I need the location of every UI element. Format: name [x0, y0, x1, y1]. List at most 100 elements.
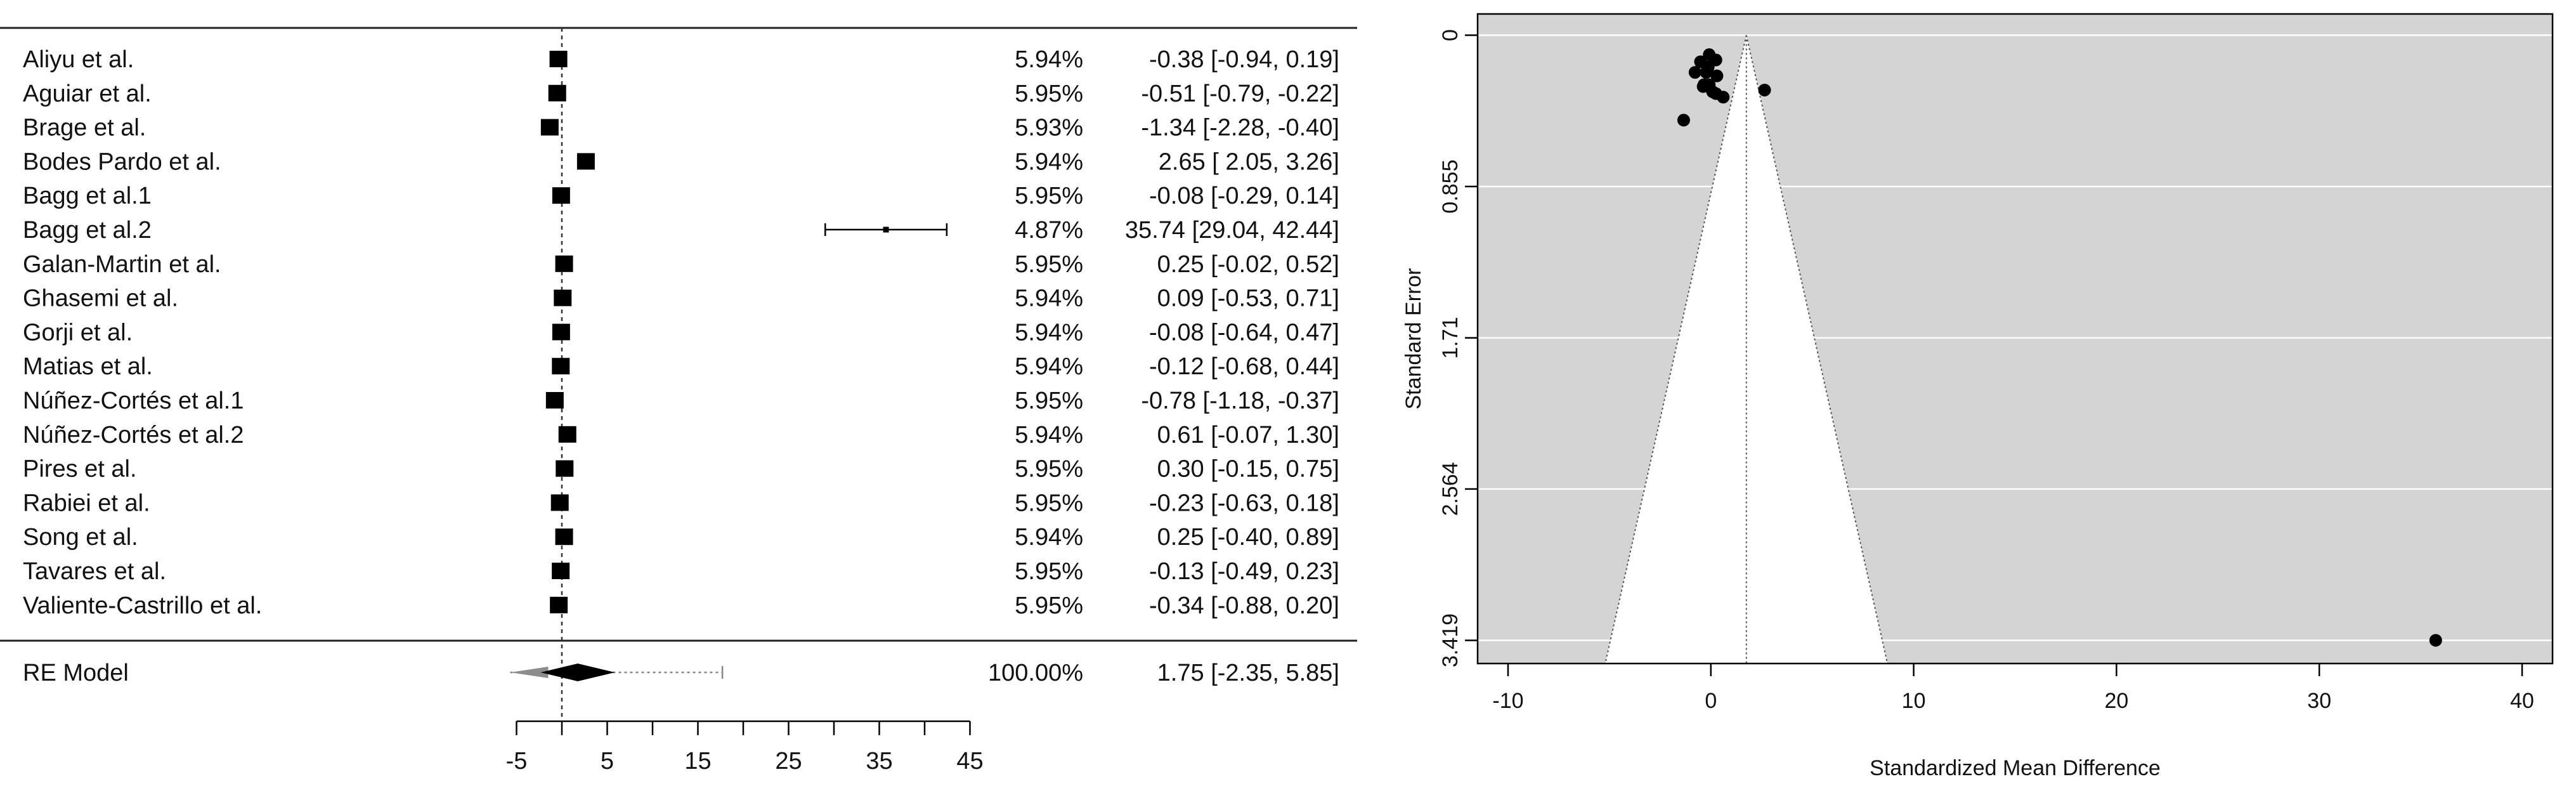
study-effect-ci: -0.13 [-0.49, 0.23] — [1149, 558, 1339, 585]
x-tick-label: 35 — [866, 748, 892, 775]
study-weight: 5.94% — [1015, 319, 1083, 346]
point-estimate — [576, 153, 595, 170]
data-point — [1701, 60, 1715, 74]
point-estimate — [555, 528, 573, 546]
point-estimate — [556, 460, 574, 477]
point-estimate — [558, 426, 576, 443]
summary-weight: 100.00% — [988, 660, 1083, 686]
study-label: Bagg et al.2 — [23, 217, 152, 244]
study-effect-ci: 2.65 [ 2.05, 3.26] — [1159, 148, 1339, 175]
study-row: Bodes Pardo et al. 5.94% 2.65 [ 2.05, 3.26… — [23, 148, 1339, 175]
study-row: Rabiei et al. 5.95% -0.23 [-0.63, 0.18] — [23, 490, 1339, 516]
study-effect-ci: -0.08 [-0.29, 0.14] — [1149, 183, 1339, 209]
x-tick-label: 10 — [1902, 689, 1926, 713]
study-effect-ci: -0.38 [-0.94, 0.19] — [1149, 46, 1339, 73]
study-row: Aguiar et al. 5.95% -0.51 [-0.79, -0.22] — [23, 81, 1339, 107]
summary-effect-ci: 1.75 [-2.35, 5.85] — [1157, 660, 1339, 686]
study-effect-ci: 0.25 [-0.02, 0.52] — [1157, 251, 1339, 278]
study-weight: 5.95% — [1015, 388, 1083, 414]
x-tick-label: 5 — [601, 748, 614, 775]
y-axis-label: Standard Error — [1402, 268, 1426, 410]
study-weight: 5.94% — [1015, 46, 1083, 73]
study-row: Bagg et al.1 5.95% -0.08 [-0.29, 0.14] — [23, 183, 1339, 209]
point-estimate — [552, 324, 570, 341]
data-point — [1758, 83, 1771, 96]
forest-plot: Aliyu et al. 5.94% -0.38 [-0.94, 0.19] Agui… — [0, 27, 1357, 775]
study-row: Aliyu et al. 5.94% -0.38 [-0.94, 0.19] — [23, 46, 1339, 73]
data-point — [1688, 66, 1701, 79]
summary-diamond — [540, 664, 615, 681]
funnel-left-edge — [1604, 35, 1747, 664]
study-weight: 5.95% — [1015, 592, 1083, 619]
study-label: Galan-Martin et al. — [23, 251, 221, 278]
data-point — [2429, 634, 2442, 647]
point-estimate — [552, 563, 570, 579]
point-estimate — [540, 119, 559, 136]
x-tick-label: -10 — [1492, 689, 1523, 713]
point-estimate — [548, 84, 566, 101]
point-estimate — [550, 596, 568, 613]
study-weight: 5.95% — [1015, 81, 1083, 107]
funnel-plot: -10 0 10 20 30 40 0 0.855 1.71 2.564 3.419 Standard… — [1402, 13, 2554, 780]
x-tick-label: 25 — [775, 748, 802, 775]
study-row: Pires et al. 5.95% 0.30 [-0.15, 0.75] — [23, 456, 1339, 483]
point-estimate — [552, 358, 570, 375]
data-point — [1709, 87, 1722, 100]
point-estimate — [883, 226, 889, 233]
data-point — [1697, 78, 1710, 91]
funnel-region — [1605, 35, 1888, 664]
y-tick-label: 1.71 — [1438, 317, 1462, 359]
x-tick-label: 40 — [2510, 689, 2534, 713]
study-row: Brage et al. 5.93% -1.34 [-2.28, -0.40] — [23, 115, 1339, 141]
summary-label: RE Model — [23, 660, 129, 686]
study-label: Rabiei et al. — [23, 490, 150, 516]
study-label: Aliyu et al. — [23, 46, 134, 73]
y-tick-label: 2.564 — [1438, 462, 1462, 516]
study-label: Brage et al. — [23, 115, 146, 141]
study-label: Núñez-Cortés et al.1 — [23, 388, 244, 414]
summary-row: RE Model 100.00% 1.75 [-2.35, 5.85] — [23, 660, 1339, 686]
data-point — [1710, 69, 1724, 82]
point-estimate — [549, 51, 568, 67]
study-weight: 5.94% — [1015, 422, 1083, 448]
point-estimate — [554, 289, 572, 306]
study-label: Aguiar et al. — [23, 81, 152, 107]
study-row: Ghasemi et al. 5.94% 0.09 [-0.53, 0.71] — [23, 285, 1339, 312]
data-point — [1677, 114, 1690, 127]
x-tick-label: 45 — [956, 748, 983, 775]
study-effect-ci: 0.61 [-0.07, 1.30] — [1157, 422, 1339, 448]
y-tick-label: 0.855 — [1438, 159, 1462, 213]
study-row: Song et al. 5.94% 0.25 [-0.40, 0.89] — [23, 524, 1339, 551]
study-effect-ci: 35.74 [29.04, 42.44] — [1125, 217, 1339, 244]
study-row: Gorji et al. 5.94% -0.08 [-0.64, 0.47] — [23, 319, 1339, 346]
study-weight: 5.94% — [1015, 353, 1083, 380]
funnel-right-edge — [1745, 35, 1889, 664]
study-label: Tavares et al. — [23, 558, 166, 585]
x-tick-label: 0 — [1705, 689, 1717, 713]
study-row: Valiente-Castrillo et al. 5.95% -0.34 [-0.… — [23, 592, 1339, 619]
study-weight: 5.93% — [1015, 115, 1083, 141]
study-label: Núñez-Cortés et al.2 — [23, 422, 244, 448]
x-tick-label: 15 — [684, 748, 711, 775]
study-label: Bagg et al.1 — [23, 183, 152, 209]
study-weight: 5.95% — [1015, 558, 1083, 585]
study-row: Bagg et al.2 4.87% 35.74 [29.04, 42.44] — [23, 217, 1339, 244]
study-label: Matias et al. — [23, 353, 153, 380]
study-row: Tavares et al. 5.95% -0.13 [-0.49, 0.23] — [23, 558, 1339, 585]
study-effect-ci: -1.34 [-2.28, -0.40] — [1141, 115, 1339, 141]
study-label: Valiente-Castrillo et al. — [23, 592, 262, 619]
study-label: Bodes Pardo et al. — [23, 148, 221, 175]
study-weight: 5.94% — [1015, 524, 1083, 551]
y-tick-label: 3.419 — [1438, 613, 1462, 667]
study-label: Ghasemi et al. — [23, 285, 178, 312]
study-effect-ci: 0.30 [-0.15, 0.75] — [1157, 456, 1339, 483]
study-effect-ci: -0.78 [-1.18, -0.37] — [1141, 388, 1339, 414]
y-tick-label: 0 — [1438, 29, 1462, 41]
x-tick-label: 30 — [2307, 689, 2331, 713]
x-axis-label: Standardized Mean Difference — [1870, 756, 2161, 780]
study-weight: 5.94% — [1015, 285, 1083, 312]
study-label: Gorji et al. — [23, 319, 133, 346]
study-effect-ci: 0.25 [-0.40, 0.89] — [1157, 524, 1339, 551]
point-estimate — [545, 392, 564, 409]
